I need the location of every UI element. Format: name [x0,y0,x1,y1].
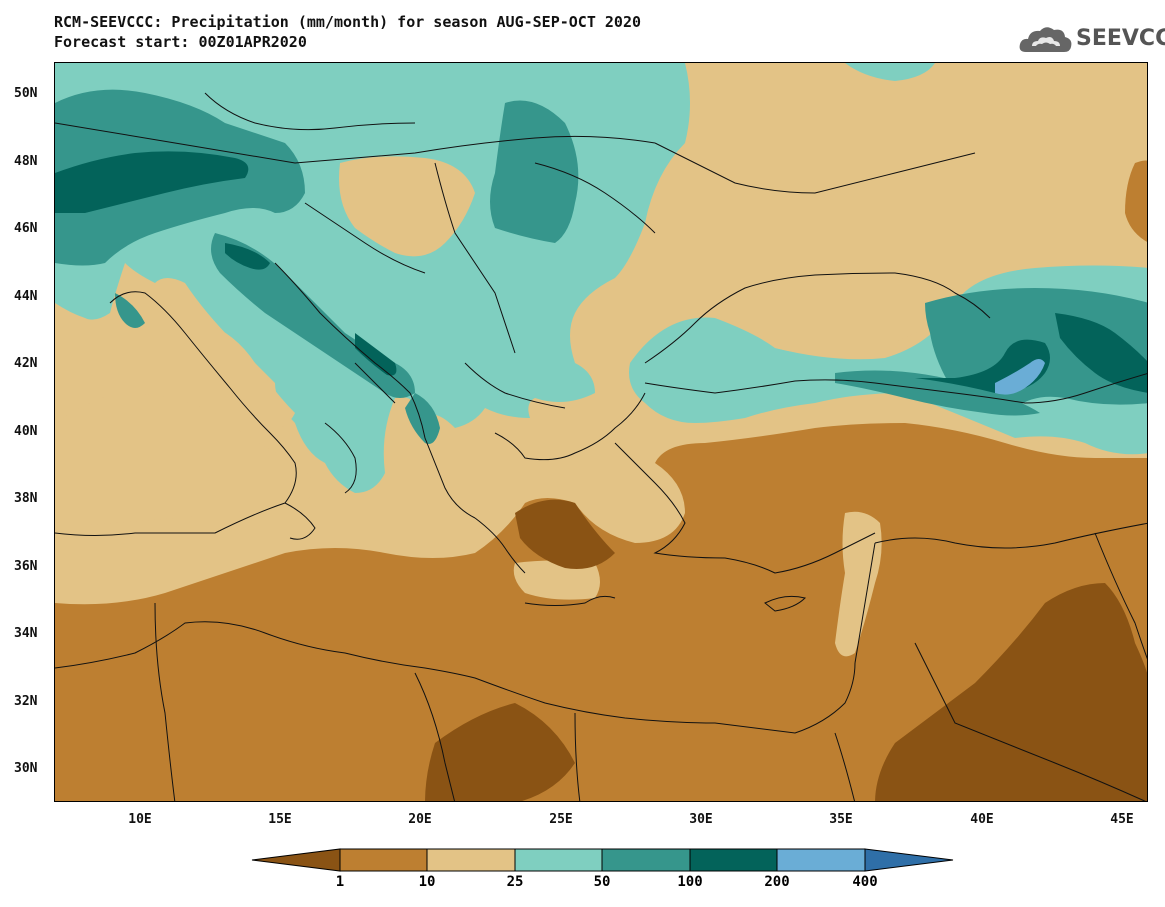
lon-label-20e: 20E [408,812,432,827]
region-10-25-blacksea [715,275,950,355]
colorbar-swatch-25-50 [514,848,603,872]
colorbar-label-25: 25 [506,874,524,890]
region-100-200-caucasus [1055,313,1147,393]
lat-label-44n: 44N [14,289,38,304]
lat-label-46n: 46N [14,221,38,236]
lon-label-25e: 25E [549,812,573,827]
lat-label-48n: 48N [14,154,38,169]
colorbar-swatch-1-10 [339,848,428,872]
colorbar [251,848,954,872]
lon-label-40e: 40E [970,812,994,827]
region-10-25-crete [513,560,600,600]
colorbar-label-50: 50 [593,874,611,890]
title-line-2: Forecast start: 00Z01APR2020 [54,33,307,51]
lon-label-35e: 35E [829,812,853,827]
lon-label-45e: 45E [1110,812,1134,827]
lat-label-42n: 42N [14,356,38,371]
region-1-10-south [55,423,1147,801]
lat-label-30n: 30N [14,761,38,776]
region-10-25-levant [835,511,882,657]
colorbar-label-400: 400 [852,874,878,890]
colorbar-label-1: 1 [335,874,345,890]
region-50-100-corsica [115,293,145,328]
coastlines [55,92,1147,801]
lat-label-36n: 36N [14,559,38,574]
lon-label-10e: 10E [128,812,152,827]
region-10-25-tyrrhenian [55,393,313,528]
region-lt1-levant [1125,160,1147,242]
lat-label-34n: 34N [14,626,38,641]
chart-title: RCM-SEEVCCC: Precipitation (mm/month) fo… [54,12,641,52]
region-50-100-albania [405,393,440,444]
region-200-400 [995,359,1045,395]
colorbar-swatch-200-400 [776,848,866,872]
lon-label-15e: 15E [268,812,292,827]
lon-label-30e: 30E [689,812,713,827]
region-100-200-alps [55,151,249,213]
region-25-50-north [845,63,935,81]
colorbar-label-10: 10 [418,874,436,890]
lat-label-40n: 40N [14,424,38,439]
title-line-1: RCM-SEEVCCC: Precipitation (mm/month) fo… [54,13,641,31]
region-100-200-montenegro [355,333,397,376]
colorbar-swatch-100-200 [689,848,778,872]
colorbar-label-200: 200 [764,874,790,890]
colorbar-label-100: 100 [677,874,703,890]
seevccc-logo: SEEVCCC [1018,22,1165,58]
colorbar-swatch-gt400 [864,848,954,872]
region-100-200-slovenia [225,243,270,270]
region-50-100-dinarides [211,233,415,398]
cloud-icon [1019,27,1072,52]
precipitation-map [54,62,1148,802]
colorbar-swatch-10-25 [426,848,516,872]
region-10-25-pannonia [339,156,475,257]
lat-label-38n: 38N [14,491,38,506]
region-lt1-east [875,583,1147,801]
region-50-100-carpathians [490,100,579,243]
region-lt1-aegean [515,499,615,569]
region-lt1-egypt [425,703,575,801]
region-50-100-pontic [835,370,1040,416]
colorbar-swatch-lt1 [251,848,341,872]
lat-label-32n: 32N [14,694,38,709]
logo-text: SEEVCCC [1076,26,1165,51]
region-10-25-italy [203,323,295,429]
map-canvas [55,63,1147,801]
lat-label-50n: 50N [14,86,38,101]
colorbar-swatch-50-100 [601,848,691,872]
